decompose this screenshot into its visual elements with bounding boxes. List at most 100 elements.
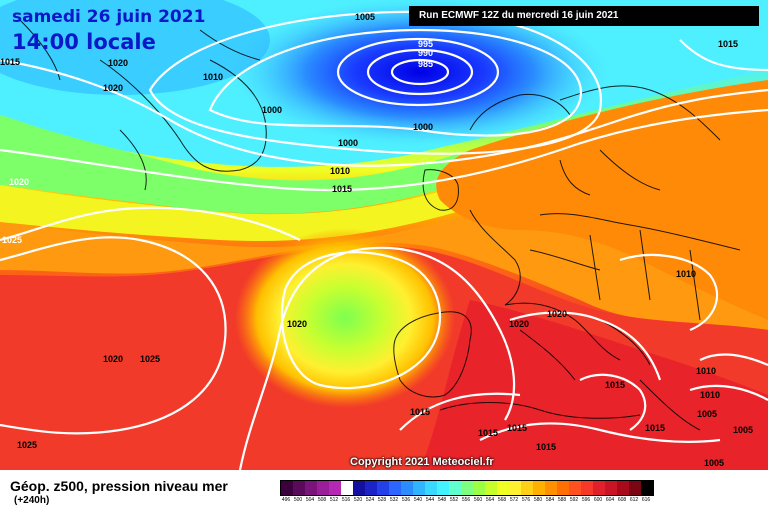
isobar-label: 995	[418, 39, 433, 49]
forecast-date-title: samedi 26 juin 2021	[12, 7, 206, 27]
scale-swatch	[401, 481, 413, 495]
isobar-label: 1020	[108, 58, 128, 68]
scale-label: 548	[437, 497, 447, 503]
isobar-label: 1010	[696, 366, 716, 376]
scale-label: 564	[485, 497, 495, 503]
isobar-label: 990	[418, 48, 433, 58]
scale-label: 520	[353, 497, 363, 503]
isobars	[0, 10, 768, 470]
scale-label: 576	[521, 497, 531, 503]
scale-label: 616	[641, 497, 651, 503]
scale-label: 512	[329, 497, 339, 503]
scale-swatch	[305, 481, 317, 495]
isobar-label: 1015	[478, 428, 498, 438]
scale-swatch	[437, 481, 449, 495]
scale-swatch	[365, 481, 377, 495]
isobar-label: 1010	[700, 390, 720, 400]
scale-label: 588	[557, 497, 567, 503]
scale-label: 608	[617, 497, 627, 503]
isobar-label: 1015	[718, 39, 738, 49]
green-band	[0, 80, 768, 214]
scale-swatch	[641, 481, 653, 495]
scale-label: 592	[569, 497, 579, 503]
isobar-label: 985	[418, 59, 433, 69]
isobar-990	[366, 48, 474, 96]
scale-label: 524	[365, 497, 375, 503]
scale-swatch	[317, 481, 329, 495]
parameter-title: Géop. z500, pression niveau mer	[10, 478, 228, 494]
scale-swatch	[461, 481, 473, 495]
isobar-label: 1005	[704, 458, 724, 468]
isobar-label: 1025	[17, 440, 37, 450]
scale-swatch	[341, 481, 353, 495]
scale-swatch	[281, 481, 293, 495]
isobar-label: 1005	[733, 425, 753, 435]
isobar-label: 1005	[355, 12, 375, 22]
scale-label: 568	[497, 497, 507, 503]
isobar-995	[336, 37, 500, 107]
isobar-1020-atlantic	[0, 206, 301, 242]
scale-swatch	[413, 481, 425, 495]
scale-swatch	[497, 481, 509, 495]
isobar-label: 1020	[9, 177, 29, 187]
scale-swatch	[617, 481, 629, 495]
scale-swatch	[569, 481, 581, 495]
yellow-band	[0, 100, 768, 241]
isobar-label: 1020	[103, 354, 123, 364]
isobar-label: 1010	[676, 269, 696, 279]
scale-swatch	[521, 481, 533, 495]
forecast-horizon: (+240h)	[14, 495, 50, 506]
scale-label: 600	[593, 497, 603, 503]
scale-swatch	[449, 481, 461, 495]
scale-swatch	[293, 481, 305, 495]
scale-swatch	[473, 481, 485, 495]
scale-swatch	[545, 481, 557, 495]
scale-label: 528	[377, 497, 387, 503]
scale-label: 604	[605, 497, 615, 503]
scale-label: 500	[293, 497, 303, 503]
scale-swatch	[329, 481, 341, 495]
isobar-985	[390, 58, 450, 86]
isobar-label: 1020	[103, 83, 123, 93]
isobar-label: 1025	[2, 235, 22, 245]
isobar-1010-se	[699, 353, 768, 367]
scale-label: 612	[629, 497, 639, 503]
isobar-label: 1000	[262, 105, 282, 115]
isobar-label: 1015	[0, 57, 20, 67]
isobar-label: 1020	[547, 309, 567, 319]
model-run-info: Run ECMWF 12Z du mercredi 16 juin 2021	[409, 6, 759, 26]
scale-label: 544	[425, 497, 435, 503]
cutoff-low-field	[235, 228, 455, 408]
isobar-label: 1015	[507, 423, 527, 433]
isobar-1015-balkan	[579, 373, 647, 431]
scale-swatch	[389, 481, 401, 495]
isobar-label: 1015	[605, 380, 625, 390]
isobar-label: 1020	[509, 319, 529, 329]
scale-swatch	[557, 481, 569, 495]
arctic-blue	[0, 0, 270, 95]
isobar-1020-cutoff	[280, 251, 442, 390]
red-med	[420, 300, 768, 470]
scale-swatch	[425, 481, 437, 495]
scale-swatch	[509, 481, 521, 495]
isobar-1015-north	[0, 108, 768, 192]
scale-label: 496	[281, 497, 291, 503]
isobar-1015-iberia	[399, 392, 521, 431]
isobar-label: 1015	[410, 407, 430, 417]
scale-swatch	[353, 481, 365, 495]
scale-swatch	[533, 481, 545, 495]
isobar-label: 1020	[287, 319, 307, 329]
copyright-notice: Copyright 2021 Meteociel.fr	[350, 456, 494, 468]
isobar-label: 1005	[697, 409, 717, 419]
isobar-1000	[208, 28, 583, 137]
isobar-label: 1015	[536, 442, 556, 452]
greenland-low-field	[230, 0, 610, 147]
scale-swatch	[377, 481, 389, 495]
forecast-time-title: 14:00 locale	[12, 30, 156, 54]
scale-label: 584	[545, 497, 555, 503]
isobar-label: 1015	[332, 184, 352, 194]
orange-band	[0, 130, 768, 330]
color-scale	[280, 480, 654, 496]
coastlines	[19, 19, 741, 431]
isobar-1005	[148, 10, 603, 155]
